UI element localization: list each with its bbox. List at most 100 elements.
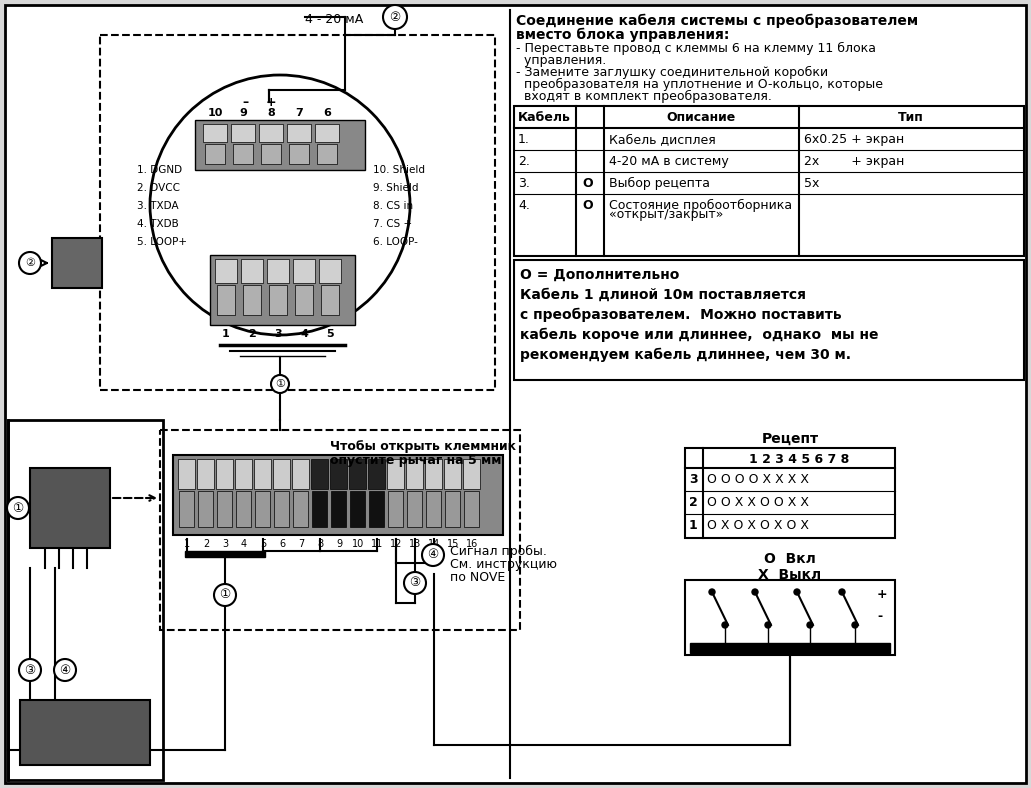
Circle shape bbox=[839, 589, 845, 595]
Text: ④: ④ bbox=[428, 548, 438, 562]
Bar bbox=[30, 468, 110, 548]
Circle shape bbox=[807, 622, 813, 628]
Text: ③: ③ bbox=[25, 663, 36, 677]
Bar bbox=[388, 491, 403, 527]
Bar bbox=[350, 491, 365, 527]
Text: управления.: управления. bbox=[516, 54, 606, 67]
Text: 4 - 20 мА: 4 - 20 мА bbox=[305, 13, 363, 26]
Text: 15: 15 bbox=[446, 539, 459, 549]
Bar bbox=[514, 260, 1024, 380]
Bar bbox=[293, 259, 315, 283]
Bar bbox=[215, 259, 237, 283]
Circle shape bbox=[709, 589, 716, 595]
Circle shape bbox=[19, 252, 41, 274]
Circle shape bbox=[214, 584, 236, 606]
Bar bbox=[8, 420, 163, 780]
Text: ④: ④ bbox=[60, 663, 71, 677]
Text: 3.: 3. bbox=[518, 177, 530, 190]
Bar bbox=[319, 259, 341, 283]
Bar bbox=[231, 124, 255, 142]
Text: 6: 6 bbox=[279, 539, 285, 549]
Text: 4-20 мА в систему: 4-20 мА в систему bbox=[609, 155, 729, 168]
Text: 14: 14 bbox=[428, 539, 440, 549]
Text: Кабель: Кабель bbox=[518, 111, 571, 124]
Bar bbox=[197, 459, 214, 489]
Text: 3: 3 bbox=[222, 539, 228, 549]
Text: входят в комплект преобразователя.: входят в комплект преобразователя. bbox=[516, 90, 772, 103]
Text: кабель короче или длиннее,  однако  мы не: кабель короче или длиннее, однако мы не bbox=[520, 328, 878, 342]
Bar bbox=[368, 459, 385, 489]
Text: Кабель дисплея: Кабель дисплея bbox=[609, 133, 716, 146]
Text: O = Дополнительно: O = Дополнительно bbox=[520, 268, 679, 282]
Bar bbox=[217, 285, 235, 315]
Text: 5. LOOP+: 5. LOOP+ bbox=[137, 237, 187, 247]
Text: 11: 11 bbox=[371, 539, 384, 549]
Bar bbox=[235, 459, 252, 489]
Bar bbox=[100, 35, 495, 390]
Circle shape bbox=[149, 75, 410, 335]
Text: 1: 1 bbox=[184, 539, 190, 549]
Bar bbox=[217, 491, 232, 527]
Text: 2: 2 bbox=[689, 496, 698, 509]
Bar bbox=[444, 459, 461, 489]
Text: ②: ② bbox=[25, 258, 35, 268]
Text: 9: 9 bbox=[336, 539, 342, 549]
Bar bbox=[267, 259, 289, 283]
Bar bbox=[274, 491, 289, 527]
Text: X  Выкл: X Выкл bbox=[759, 568, 822, 582]
Text: 8: 8 bbox=[267, 108, 275, 118]
Text: 4. TXDB: 4. TXDB bbox=[137, 219, 178, 229]
Bar bbox=[293, 491, 308, 527]
Bar bbox=[295, 285, 313, 315]
Text: ①: ① bbox=[275, 379, 285, 389]
Text: +: + bbox=[877, 588, 888, 601]
Circle shape bbox=[7, 497, 29, 519]
Bar bbox=[292, 459, 309, 489]
Text: 5: 5 bbox=[326, 329, 334, 339]
Circle shape bbox=[852, 622, 858, 628]
Text: 10. Shield: 10. Shield bbox=[373, 165, 425, 175]
Bar bbox=[185, 551, 265, 557]
Circle shape bbox=[404, 572, 426, 594]
Bar bbox=[261, 144, 281, 164]
Bar bbox=[425, 459, 442, 489]
Bar bbox=[205, 144, 225, 164]
Text: 1: 1 bbox=[222, 329, 230, 339]
Text: 2: 2 bbox=[248, 329, 256, 339]
Bar bbox=[269, 285, 287, 315]
Bar bbox=[317, 144, 337, 164]
Text: 5x: 5x bbox=[804, 177, 820, 190]
Bar bbox=[195, 120, 365, 170]
Text: 16: 16 bbox=[466, 539, 478, 549]
Text: - Замените заглушку соединительной коробки: - Замените заглушку соединительной короб… bbox=[516, 66, 828, 79]
Text: Рецепт: Рецепт bbox=[762, 432, 819, 446]
Bar bbox=[233, 144, 253, 164]
Text: «открыт/закрыт»: «открыт/закрыт» bbox=[609, 208, 724, 221]
Circle shape bbox=[271, 375, 289, 393]
Text: 16: 16 bbox=[844, 645, 856, 655]
Text: 13: 13 bbox=[409, 539, 421, 549]
Text: -: - bbox=[877, 610, 883, 623]
Bar bbox=[369, 491, 384, 527]
Bar bbox=[255, 491, 270, 527]
Text: O O O O X X X X: O O O O X X X X bbox=[707, 473, 809, 486]
Circle shape bbox=[383, 5, 407, 29]
Text: 5: 5 bbox=[260, 539, 266, 549]
Text: по NOVE: по NOVE bbox=[450, 571, 505, 584]
Text: с преобразователем.  Можно поставить: с преобразователем. Можно поставить bbox=[520, 308, 841, 322]
Text: 3: 3 bbox=[274, 329, 281, 339]
Text: 2x        + экран: 2x + экран bbox=[804, 155, 904, 168]
Bar bbox=[685, 448, 895, 538]
Text: Описание: Описание bbox=[666, 111, 736, 124]
Bar bbox=[259, 124, 282, 142]
Bar bbox=[312, 491, 327, 527]
Text: 14: 14 bbox=[799, 645, 811, 655]
Text: 1. DGND: 1. DGND bbox=[137, 165, 182, 175]
Text: +: + bbox=[266, 96, 276, 109]
Circle shape bbox=[794, 589, 800, 595]
Bar bbox=[173, 455, 503, 535]
Text: 9: 9 bbox=[239, 108, 247, 118]
Text: 12: 12 bbox=[390, 539, 402, 549]
Text: 4: 4 bbox=[300, 329, 308, 339]
Text: –: – bbox=[242, 96, 248, 109]
